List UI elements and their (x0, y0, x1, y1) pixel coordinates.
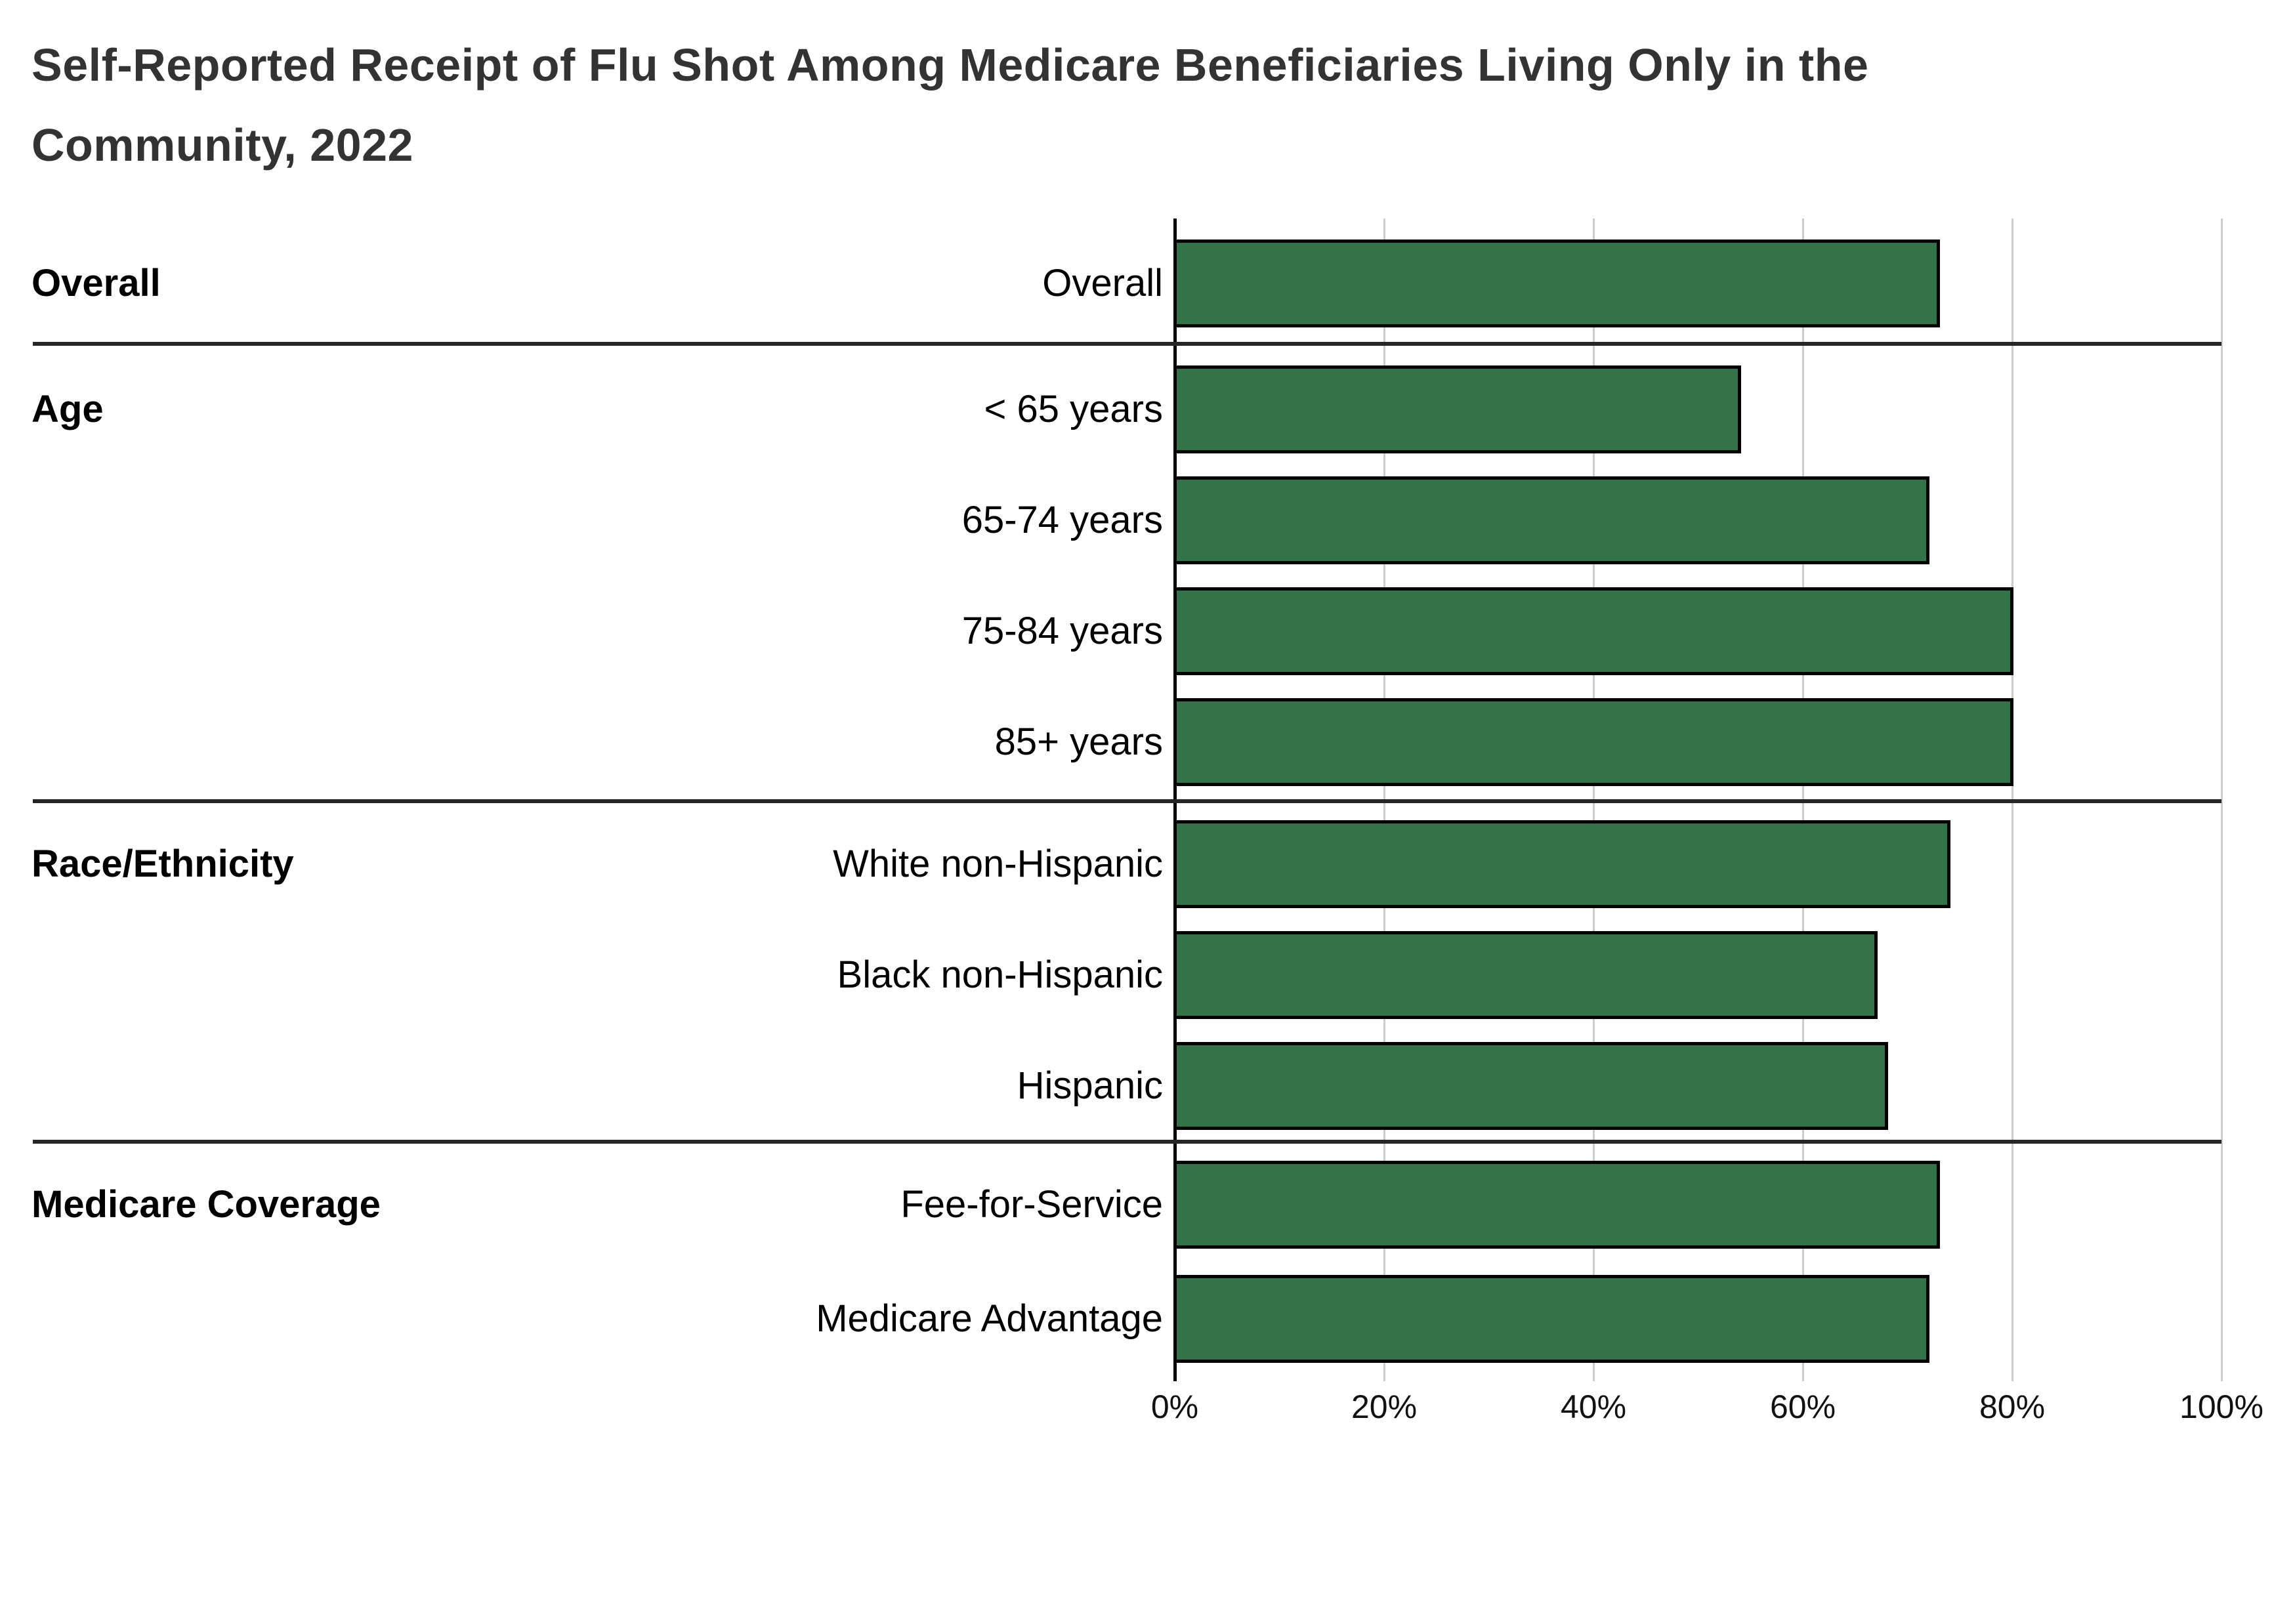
x-tick-label-60: 60% (1769, 1388, 1836, 1425)
bar (1173, 239, 1940, 327)
group-label: Age (32, 388, 104, 430)
bar-label: White non-Hispanic (833, 843, 1163, 885)
bar-label: Overall (1042, 262, 1163, 304)
bar (1173, 1275, 1929, 1363)
chart-title-line1: Self-Reported Receipt of Flu Shot Among … (32, 39, 1869, 91)
x-tick-label-20: 20% (1351, 1388, 1418, 1425)
group-divider-2 (33, 799, 2221, 803)
bar (1173, 820, 1950, 908)
bar (1173, 587, 2013, 675)
bar-label: < 65 years (984, 388, 1163, 430)
bar-label: Medicare Advantage (816, 1297, 1163, 1340)
bar-label: Black non-Hispanic (837, 953, 1163, 996)
group-label: Race/Ethnicity (32, 843, 294, 885)
x-tick-label-100: 100% (2179, 1388, 2263, 1425)
group-label: Overall (32, 262, 161, 304)
bar (1173, 1042, 1888, 1130)
bar-label: 85+ years (994, 720, 1163, 763)
bar (1173, 476, 1929, 564)
bar-label: 65-74 years (961, 499, 1163, 541)
chart-title: Self-Reported Receipt of Flu Shot Among … (32, 25, 2223, 185)
x-tick-label-80: 80% (1979, 1388, 2046, 1425)
bar (1173, 931, 1878, 1019)
bar (1173, 698, 2013, 786)
bar-label: 75-84 years (961, 610, 1163, 652)
chart-title-line2: Community, 2022 (32, 119, 413, 171)
bar (1173, 365, 1741, 453)
bar-label: Fee-for-Service (900, 1183, 1163, 1226)
group-label: Medicare Coverage (32, 1183, 381, 1226)
group-divider-1 (33, 342, 2221, 346)
x-tick-label-40: 40% (1560, 1388, 1627, 1425)
bar (1173, 1161, 1940, 1249)
group-divider-3 (33, 1140, 2221, 1144)
bar-label: Hispanic (1017, 1064, 1163, 1107)
x-tick-label-0: 0% (1150, 1388, 1199, 1425)
gridline-100 (2220, 219, 2223, 1381)
